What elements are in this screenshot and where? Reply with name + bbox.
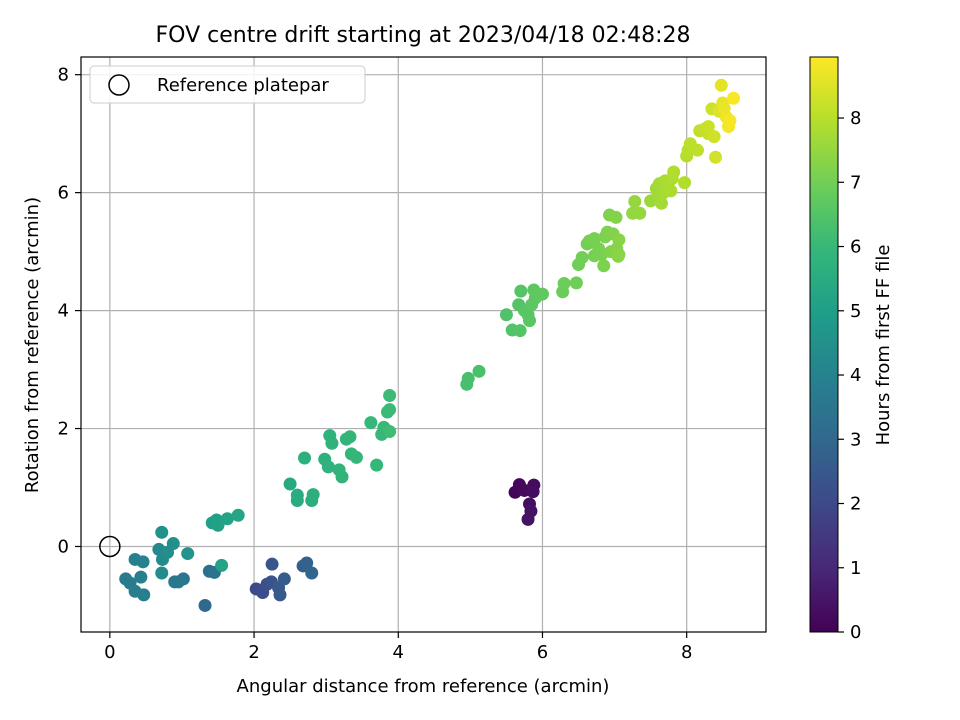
- legend-entry: Reference platepar: [157, 75, 329, 96]
- colorbar-tick-label: 1: [850, 558, 861, 579]
- data-point: [609, 210, 623, 224]
- data-point: [383, 389, 397, 403]
- data-point: [198, 598, 212, 612]
- data-point: [335, 470, 349, 484]
- data-points: [119, 78, 741, 612]
- data-point: [612, 248, 626, 262]
- data-point: [283, 477, 297, 491]
- data-point: [633, 206, 647, 220]
- y-axis-label: Rotation from reference (arcmin): [22, 197, 43, 493]
- colorbar-tick-label: 7: [850, 172, 861, 193]
- data-point: [569, 276, 583, 290]
- data-point: [701, 120, 715, 134]
- data-point: [597, 259, 611, 273]
- data-point: [321, 460, 335, 474]
- data-point: [628, 194, 642, 208]
- data-point: [587, 232, 601, 246]
- data-point: [220, 512, 234, 526]
- data-point: [134, 570, 148, 584]
- data-point: [364, 416, 378, 430]
- data-point: [535, 287, 549, 301]
- data-point: [664, 184, 678, 198]
- data-point: [461, 371, 475, 385]
- colorbar-tick-label: 6: [850, 237, 861, 258]
- data-point: [273, 588, 287, 602]
- x-tick-label: 2: [248, 642, 259, 663]
- grid-lines: [81, 57, 766, 632]
- data-point: [522, 314, 536, 328]
- data-point: [171, 575, 185, 589]
- data-point: [727, 91, 741, 105]
- x-tick-label: 0: [104, 642, 115, 663]
- colorbar-tick-label: 5: [850, 301, 861, 322]
- data-point: [343, 430, 357, 444]
- y-tick-label: 0: [58, 536, 69, 557]
- data-point: [723, 114, 737, 128]
- data-point: [654, 196, 668, 210]
- colorbar-tick-label: 8: [850, 108, 861, 129]
- legend: Reference platepar: [89, 65, 366, 104]
- data-point: [678, 176, 692, 190]
- data-point: [370, 458, 384, 472]
- data-point: [166, 537, 180, 551]
- data-point: [575, 251, 589, 265]
- data-point: [513, 324, 527, 338]
- x-axis-label: Angular distance from reference (arcmin): [237, 676, 610, 697]
- colorbar-tick-label: 3: [850, 429, 861, 450]
- data-point: [215, 558, 229, 572]
- data-point: [383, 403, 397, 417]
- data-point: [290, 488, 304, 502]
- y-tick-label: 8: [58, 65, 69, 86]
- x-axis-ticks: 0 2 4 6 8: [104, 632, 692, 663]
- data-point: [557, 276, 571, 290]
- legend-box: [89, 65, 366, 104]
- colorbar-ticks: 0 1 2 3 4 5 6 7 8: [838, 108, 861, 643]
- data-point: [709, 150, 723, 164]
- data-point: [211, 518, 225, 532]
- data-point: [265, 557, 279, 571]
- x-tick-label: 6: [537, 642, 548, 663]
- data-point: [707, 130, 721, 144]
- colorbar-tick-label: 0: [850, 622, 861, 643]
- data-point: [499, 308, 513, 322]
- data-point: [136, 555, 150, 569]
- data-point: [349, 450, 363, 464]
- data-point: [383, 424, 397, 438]
- y-axis-ticks: 0 2 4 6 8: [58, 65, 81, 557]
- data-point: [181, 547, 195, 561]
- colorbar-tick-label: 4: [850, 365, 861, 386]
- colorbar-label: Hours from first FF file: [873, 245, 894, 446]
- data-point: [155, 525, 169, 539]
- colorbar: [809, 56, 839, 633]
- data-point: [277, 572, 291, 586]
- x-tick-label: 4: [393, 642, 404, 663]
- data-point: [472, 364, 486, 378]
- data-point: [137, 588, 151, 602]
- y-tick-label: 6: [58, 183, 69, 204]
- colorbar-tick-label: 2: [850, 494, 861, 515]
- data-point: [300, 556, 314, 570]
- data-point: [667, 165, 681, 179]
- legend-marker: [108, 74, 130, 96]
- data-point: [514, 284, 528, 298]
- data-point: [691, 143, 704, 157]
- x-tick-label: 8: [681, 642, 692, 663]
- data-point: [298, 451, 312, 465]
- chart-title: FOV centre drift starting at 2023/04/18 …: [156, 23, 691, 48]
- data-point: [714, 78, 728, 92]
- y-tick-label: 4: [58, 301, 69, 322]
- data-point: [612, 233, 626, 247]
- data-point: [155, 566, 169, 580]
- reference-platepar-marker: [99, 535, 121, 558]
- data-point: [231, 508, 245, 522]
- plot-frame: [80, 56, 767, 633]
- data-point: [306, 488, 320, 502]
- data-point: [325, 436, 339, 450]
- data-point: [305, 566, 319, 580]
- y-tick-label: 2: [58, 419, 69, 440]
- data-point: [526, 485, 540, 499]
- data-point: [521, 512, 535, 526]
